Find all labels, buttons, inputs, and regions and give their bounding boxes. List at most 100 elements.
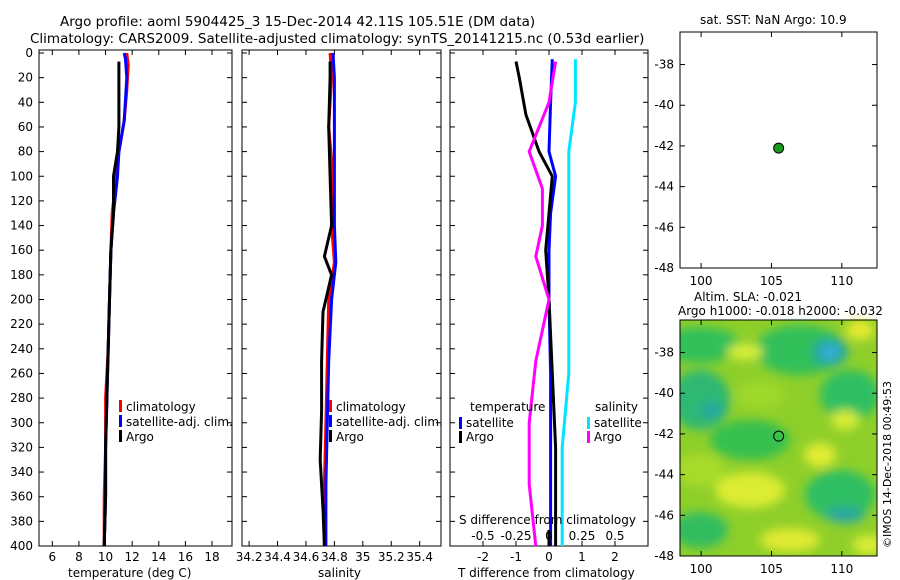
x-tick-label: 35 — [355, 550, 370, 564]
depth-tick-label: 20 — [18, 71, 33, 85]
legend-label-argo: Argo — [336, 430, 364, 444]
depth-tick-label: 60 — [18, 120, 33, 134]
temperature-xlabel: temperature (deg C) — [68, 566, 191, 580]
legend-temp-header: temperature — [470, 400, 545, 414]
legend-swatch-argo — [119, 430, 122, 442]
x-tick-label: 34.6 — [293, 550, 320, 564]
depth-tick-label: 40 — [18, 95, 33, 109]
sla-map-panel: Altim. SLA: -0.021 Argo h1000: -0.018 h2… — [654, 290, 894, 576]
depth-tick-label: 160 — [10, 243, 33, 257]
difference-x-ticks: -2 -1 0 1 2 — [477, 50, 619, 564]
sla-heatmap — [680, 320, 877, 556]
salinity-x-ticks: 34.2 34.4 34.6 34.8 35 35.2 35.4 — [236, 50, 433, 564]
series-line-s-satellite — [560, 59, 577, 546]
map-y-tick-label: -48 — [654, 261, 674, 275]
legend-sal-header: salinity — [595, 400, 638, 414]
legend-label-satellite-adj: satellite-adj. clim. — [126, 415, 233, 429]
imos-credit: ©IMOS 14-Dec-2018 00:49:53 — [881, 381, 894, 548]
salinity-xlabel: salinity — [318, 566, 361, 580]
legend-label-t-satellite: satellite — [466, 416, 514, 430]
depth-tick-label: 180 — [10, 268, 33, 282]
temperature-legend: climatology satellite-adj. clim. Argo — [119, 400, 233, 444]
legend-label-s-satellite: satellite — [594, 416, 642, 430]
map-y-tick-label: -42 — [654, 139, 674, 153]
legend-swatch-climatology — [329, 400, 332, 412]
legend-label-climatology: climatology — [126, 400, 196, 414]
map-x-tick-label: 110 — [830, 274, 853, 288]
series-line-argo — [102, 61, 121, 546]
x-tick-label: 16 — [178, 550, 193, 564]
x-tick-label: 34.2 — [236, 550, 263, 564]
sla-map-ticks: -38 -40 -42 -44 -46 -48 100 105 110 — [654, 320, 877, 576]
depth-tick-label: 80 — [18, 145, 33, 159]
argo-location-marker — [773, 430, 785, 442]
depth-tick-label: 380 — [10, 514, 33, 528]
x-tick-label: 2 — [611, 550, 619, 564]
legend-swatch-satellite-adj — [119, 415, 122, 427]
legend-swatch-s-argo — [587, 431, 590, 443]
salinity-legend: climatology satellite-adj. clim. Argo — [329, 400, 443, 444]
x-tick-label: 35.4 — [406, 550, 433, 564]
x-tick-label: 35.2 — [378, 550, 405, 564]
map-x-tick-label: 100 — [690, 562, 713, 576]
depth-tick-label: 280 — [10, 391, 33, 405]
legend-swatch-t-argo — [459, 431, 462, 443]
sst-argo-location — [773, 142, 785, 154]
depth-tick-label: 320 — [10, 440, 33, 454]
legend-swatch-t-satellite — [459, 417, 462, 429]
series-line-t-argo — [514, 61, 558, 546]
map-y-tick-label: -38 — [654, 58, 674, 72]
depth-tick-label: 220 — [10, 317, 33, 331]
sla-map-subtitle: Argo h1000: -0.018 h2000: -0.032 — [678, 304, 883, 318]
depth-tick-label: 100 — [10, 169, 33, 183]
difference-series — [514, 59, 577, 546]
salinity-y-tickmarks — [242, 52, 441, 547]
sal-diff-tick-label: 0.25 — [569, 529, 596, 543]
map-y-tick-label: -40 — [654, 98, 674, 112]
legend-label-satellite-adj: satellite-adj. clim. — [336, 415, 443, 429]
map-y-tick-label: -42 — [654, 427, 674, 441]
depth-tick-label: 240 — [10, 342, 33, 356]
series-line-t-satellite — [547, 59, 558, 546]
depth-tick-label: 260 — [10, 366, 33, 380]
legend-swatch-argo — [329, 430, 332, 442]
sal-diff-tick-label: 0.5 — [605, 529, 624, 543]
x-tick-label: 34.4 — [264, 550, 291, 564]
legend-label-t-argo: Argo — [466, 430, 494, 444]
temperature-plot-frame — [38, 49, 233, 547]
depth-tick-label: 360 — [10, 490, 33, 504]
map-y-tick-label: -44 — [654, 180, 674, 194]
x-tick-label: 1 — [578, 550, 586, 564]
x-tick-label: 14 — [151, 550, 166, 564]
x-tick-label: 6 — [48, 550, 56, 564]
series-line-satellite-adj-clim- — [102, 52, 129, 546]
depth-tick-label: 140 — [10, 219, 33, 233]
map-y-tick-label: -40 — [654, 386, 674, 400]
sal-diff-tick-label: -0.5 — [471, 529, 494, 543]
legend-swatch-satellite-adj — [329, 415, 332, 427]
temperature-x-ticks: 6 8 10 12 14 16 18 — [48, 50, 220, 564]
difference-legend: temperature satellite Argo salinity sate… — [459, 400, 642, 444]
salinity-series — [318, 52, 338, 546]
difference-xlabel: T difference from climatology — [457, 566, 635, 580]
map-x-tick-label: 105 — [760, 274, 783, 288]
legend-label-climatology: climatology — [336, 400, 406, 414]
x-tick-label: -2 — [477, 550, 489, 564]
temperature-panel: 0 20 40 60 80 100 120 140 160 180 200 220 240 260 280 3… — [10, 46, 233, 580]
x-tick-label: 34.8 — [321, 550, 348, 564]
difference-xlabel-top: S difference from climatology — [459, 513, 636, 527]
depth-tick-label: 340 — [10, 465, 33, 479]
series-line-satellite-adj-clim- — [324, 52, 338, 546]
sla-map-frame — [679, 319, 878, 557]
salinity-plot-frame — [241, 49, 442, 547]
map-x-tick-label: 105 — [760, 562, 783, 576]
legend-swatch-climatology — [119, 400, 122, 412]
sst-map-title: sat. SST: NaN Argo: 10.9 — [700, 13, 847, 27]
title-line-1: Argo profile: aoml 5904425_3 15-Dec-2014… — [60, 14, 535, 30]
title-line-2: Climatology: CARS2009. Satellite-adjuste… — [30, 31, 644, 47]
sla-field — [680, 320, 877, 555]
sal-diff-tick-label: -0.25 — [500, 529, 531, 543]
sst-map-ticks: -38 -40 -42 -44 -46 -48 100 105 110 — [654, 32, 877, 288]
legend-swatch-s-satellite — [587, 417, 590, 429]
map-x-tick-label: 100 — [690, 274, 713, 288]
